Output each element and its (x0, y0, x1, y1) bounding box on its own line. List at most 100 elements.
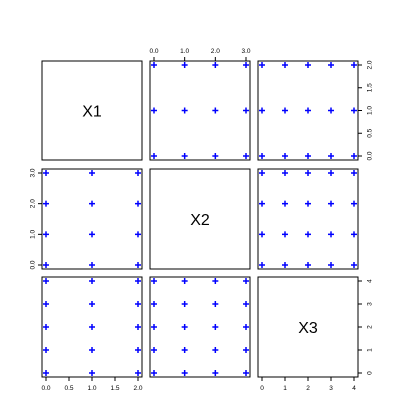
data-point (151, 278, 157, 284)
tick-label: 3 (367, 302, 374, 306)
data-point (135, 370, 141, 376)
data-point (43, 301, 49, 307)
tick-label: 0.5 (367, 128, 374, 137)
tick-label: 0 (260, 385, 264, 392)
tick-label: 1.0 (30, 229, 37, 238)
data-point (282, 262, 288, 268)
panel-frame (149, 276, 251, 378)
data-point (282, 62, 288, 68)
data-point (212, 107, 219, 114)
data-point (243, 347, 249, 353)
data-point (351, 153, 357, 159)
data-point (43, 170, 49, 176)
panel-r2-c1 (41, 168, 143, 270)
data-point (181, 278, 188, 284)
tick-label: 1.0 (367, 106, 374, 115)
data-point (89, 278, 95, 284)
panel-frame (41, 60, 143, 161)
data-point (151, 301, 157, 307)
data-point (259, 62, 265, 68)
data-point (305, 62, 311, 68)
data-point (89, 301, 95, 307)
y-axis-right-x3: 0 1 2 3 4 (357, 279, 374, 375)
diagonal-label-x1: X1 (82, 104, 102, 121)
data-point (135, 170, 141, 176)
data-point (351, 62, 357, 68)
tick-label: 0.5 (64, 385, 73, 392)
data-point (305, 107, 311, 114)
tick-label: 0.0 (367, 151, 374, 160)
panel-frame (149, 168, 251, 270)
data-point (43, 278, 49, 284)
data-point (43, 231, 49, 238)
data-point (89, 262, 95, 268)
data-point (151, 347, 157, 353)
tick-label: 1.5 (110, 385, 119, 392)
data-point (181, 107, 188, 114)
data-point (89, 370, 95, 376)
data-point (89, 324, 95, 330)
data-point (243, 107, 249, 114)
tick-label: 2.0 (133, 385, 142, 392)
data-point (135, 231, 141, 238)
data-point (181, 324, 188, 330)
data-point (212, 62, 219, 68)
data-point (305, 153, 311, 159)
panel-r1-c1: X1 (41, 60, 143, 161)
data-point (135, 262, 141, 268)
data-point (135, 347, 141, 353)
data-point (282, 170, 288, 176)
data-point (43, 324, 49, 330)
data-point (328, 107, 334, 114)
data-point (351, 231, 357, 238)
tick-label: 1.5 (367, 83, 374, 92)
panel-r1-c2 (149, 60, 251, 161)
data-point (43, 262, 49, 268)
x-axis-top-x2: 0.0 1.0 2.0 3.0 (149, 48, 251, 62)
data-point (181, 347, 188, 353)
data-point (305, 231, 311, 238)
data-point (212, 278, 219, 284)
data-point (259, 153, 265, 159)
data-point (243, 301, 249, 307)
tick-label: 2.0 (211, 48, 220, 55)
x-axis-bottom-x3: 0 1 2 3 4 (260, 376, 356, 392)
data-point (135, 324, 141, 330)
data-point (212, 347, 219, 353)
data-point (351, 107, 357, 114)
panel-r3-c3: X3 (257, 276, 359, 378)
data-point (243, 324, 249, 330)
data-point (351, 200, 357, 207)
data-point (43, 347, 49, 353)
data-point (89, 231, 95, 238)
diagonal-label-x3: X3 (298, 320, 318, 337)
data-point (151, 324, 157, 330)
data-point (43, 370, 49, 376)
diagonal-label-x2: X2 (190, 212, 210, 229)
panel-frame (41, 168, 143, 270)
panel-r2-c3 (257, 168, 359, 270)
data-point (259, 107, 265, 114)
data-point (212, 153, 219, 159)
tick-label: 1.0 (87, 385, 96, 392)
data-point (151, 62, 157, 68)
y-axis-right-x1: 0.0 0.5 1.0 1.5 2.0 (357, 60, 374, 161)
data-point (351, 170, 357, 176)
data-point (259, 231, 265, 238)
data-point (89, 200, 95, 207)
data-point (282, 153, 288, 159)
data-point (259, 262, 265, 268)
tick-label: 2.0 (367, 60, 374, 69)
data-point (89, 170, 95, 176)
data-point (181, 301, 188, 307)
tick-label: 3 (329, 385, 333, 392)
panel-r2-c2: X2 (149, 168, 251, 270)
x-axis-bottom-x1: 0.0 0.5 1.0 1.5 2.0 (41, 376, 143, 392)
tick-label: 0.0 (149, 48, 158, 55)
tick-label: 4 (352, 385, 356, 392)
tick-label: 1 (367, 348, 374, 352)
data-point (243, 278, 249, 284)
data-point (328, 170, 334, 176)
data-point (282, 107, 288, 114)
data-point (151, 107, 157, 114)
